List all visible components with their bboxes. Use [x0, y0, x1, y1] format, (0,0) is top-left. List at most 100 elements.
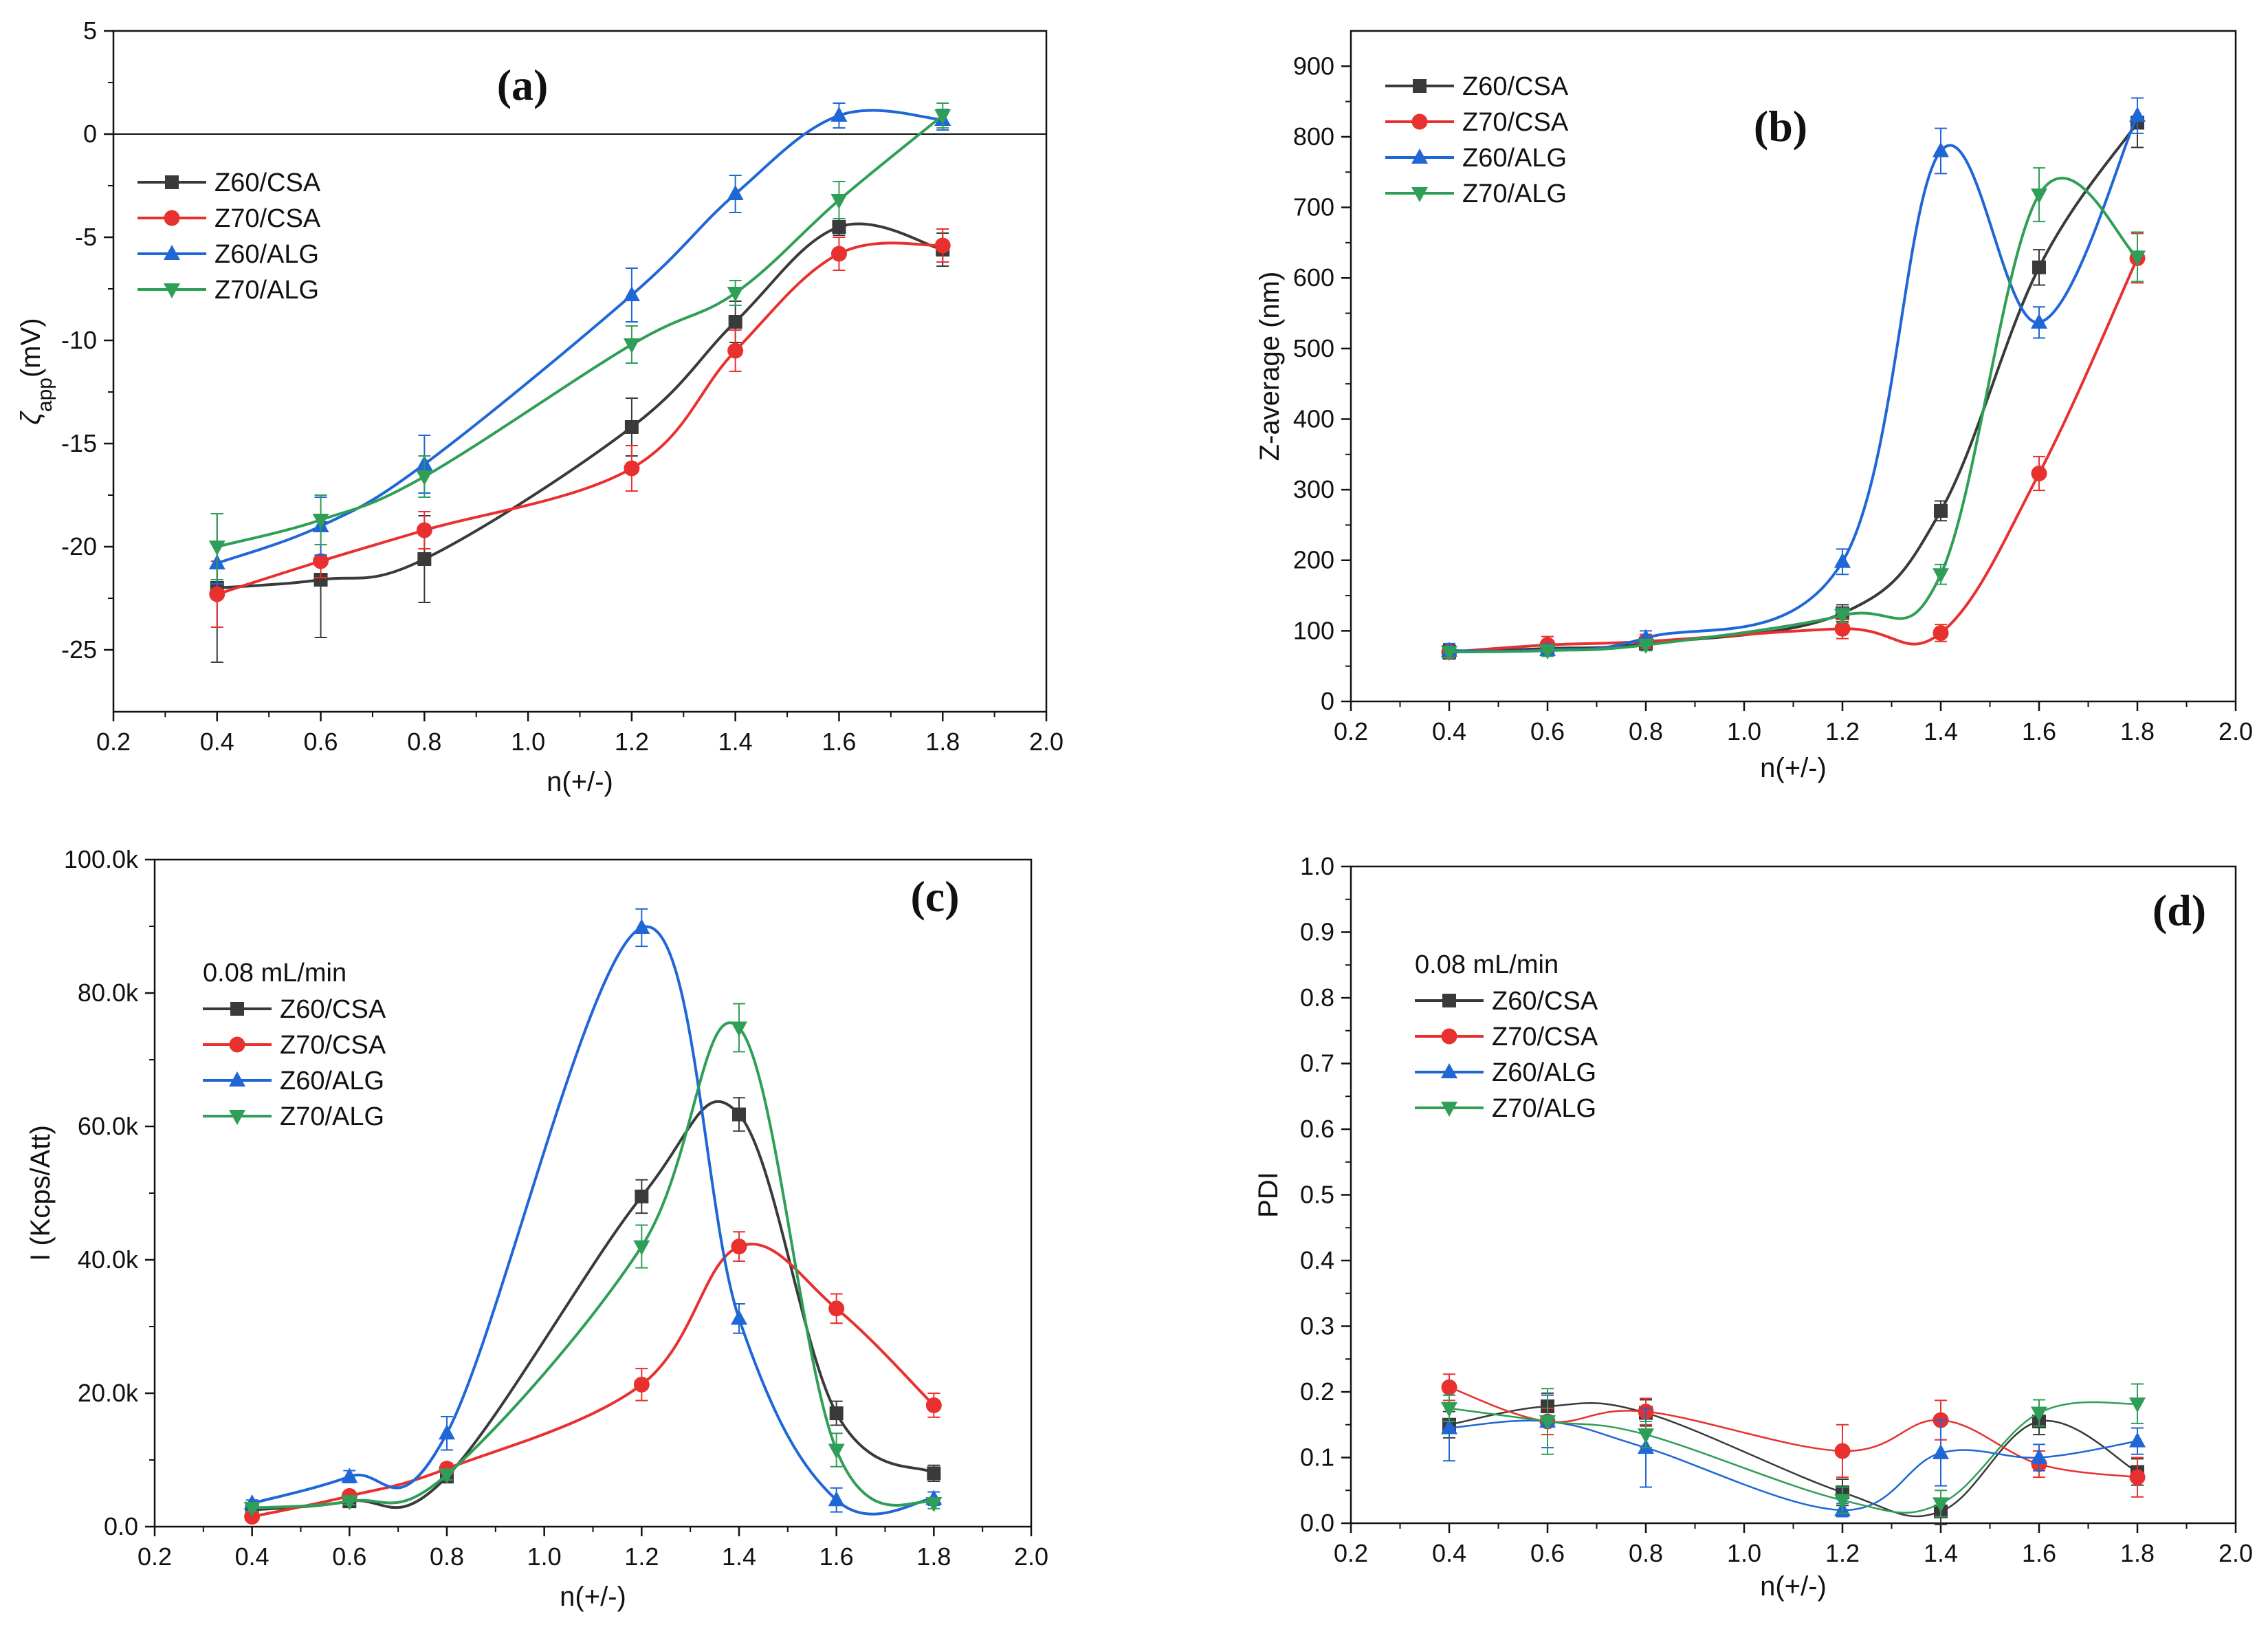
x-tick-label: 1.6: [2022, 717, 2056, 745]
y-tick-label: 0.4: [1300, 1246, 1334, 1274]
data-point: [1933, 624, 1949, 641]
data-point: [439, 1468, 455, 1484]
y-tick-label: -25: [61, 635, 97, 664]
y-tick-label: 0.0: [1300, 1509, 1334, 1537]
data-point: [2129, 107, 2146, 122]
y-axis-label: PDI: [1253, 1172, 1284, 1218]
y-tick-label: -10: [61, 326, 97, 354]
x-tick-label: 1.6: [2022, 1539, 2056, 1567]
y-tick-label: 0.9: [1300, 918, 1334, 946]
legend-marker: [1411, 149, 1428, 164]
legend-label: Z60/CSA: [1462, 72, 1569, 101]
data-point: [1441, 1379, 1457, 1395]
y-tick-label: -20: [61, 532, 97, 560]
x-tick-label: 2.0: [2219, 1539, 2253, 1567]
x-tick-label: 1.4: [1924, 717, 1958, 745]
series-line: [217, 241, 943, 596]
data-point: [1834, 1494, 1851, 1509]
data-point: [2129, 250, 2146, 266]
series-z70-alg: [1441, 1383, 2146, 1518]
data-point: [934, 109, 951, 124]
data-point: [417, 552, 432, 566]
data-point: [828, 1491, 845, 1507]
legend: 0.08 mL/min Z60/CSA Z70/CSA Z60/ALG Z70/ALG: [1415, 950, 1598, 1123]
data-point: [313, 573, 328, 587]
y-tick-label: 0.1: [1300, 1443, 1334, 1472]
data-point: [209, 586, 225, 602]
data-point: [731, 1021, 747, 1037]
legend-marker: [229, 1036, 245, 1053]
x-tick-label: 1.8: [2120, 1539, 2155, 1567]
data-point: [1834, 1443, 1851, 1459]
y-tick-label: 100.0k: [64, 845, 139, 873]
data-point: [1638, 1428, 1654, 1444]
data-point: [2129, 1397, 2146, 1413]
legend-label: Z70/ALG: [1492, 1094, 1596, 1123]
legend-marker: [1411, 113, 1428, 130]
data-point: [1933, 142, 1949, 157]
x-tick-label: 1.0: [527, 1542, 562, 1571]
x-axis-label: n(+/-): [1760, 753, 1827, 783]
x-tick-label: 1.6: [822, 728, 856, 756]
data-point: [732, 1107, 746, 1122]
series-z70-csa: [209, 228, 951, 628]
y-tick-label: 0.5: [1300, 1181, 1334, 1209]
panel-a: 0.2 0.4 0.6 0.8 1.0 1.2 1.4 1.6 1.8 2.0 5 0 -5 -10 -15…: [16, 17, 1064, 797]
plot-frame: [112, 30, 1048, 713]
x-tick-label: 1.8: [2120, 717, 2155, 745]
x-tick-label: 2.0: [2219, 717, 2253, 745]
x-tick-label: 0.2: [1334, 1539, 1368, 1567]
y-tick-label: 60.0k: [78, 1112, 139, 1140]
panel-b: 0.2 0.4 0.6 0.8 1.0 1.2 1.4 1.6 1.8 2.0 0 100 200 300…: [1255, 30, 2253, 783]
y-tick-label: 80.0k: [78, 979, 139, 1007]
x-tick-label: 0.8: [1629, 1539, 1663, 1567]
legend-title: 0.08 mL/min: [1415, 950, 1559, 979]
y-tick-label: 0.7: [1300, 1049, 1334, 1078]
y-axis-label: I (Kcps/Att): [25, 1125, 56, 1261]
data-point: [1934, 503, 1948, 518]
legend-marker: [165, 175, 179, 189]
data-point: [2031, 1448, 2047, 1464]
y-tick-label: 0.3: [1300, 1312, 1334, 1340]
data-point: [830, 194, 848, 209]
data-point: [341, 1468, 358, 1483]
x-tick-label: 1.4: [718, 728, 753, 756]
x-tick-label: 0.4: [1432, 1539, 1466, 1567]
data-point: [439, 1424, 455, 1440]
data-point: [727, 342, 744, 359]
data-point: [208, 541, 225, 556]
series-z70-alg: [208, 102, 951, 580]
data-point: [2031, 466, 2047, 481]
x-tick-label: 0.8: [407, 728, 441, 756]
x-tick-label: 0.2: [137, 1542, 172, 1571]
data-point: [1441, 1401, 1457, 1417]
series-line: [252, 1100, 935, 1512]
x-tick-label: 0.6: [304, 728, 338, 756]
legend: Z60/CSA Z70/CSA Z60/ALG Z70/ALG: [1385, 72, 1569, 208]
y-axis-label: Z-average (nm): [1255, 272, 1285, 461]
panel-label: (a): [497, 61, 549, 109]
y-tick-label: 0.6: [1300, 1115, 1334, 1143]
legend-marker: [230, 1002, 244, 1016]
panel-d: 0.2 0.4 0.6 0.8 1.0 1.2 1.4 1.6 1.8 2.0 0.0 0.1 0.2 0…: [1253, 852, 2253, 1602]
y-tick-label: 800: [1293, 122, 1334, 151]
data-point: [1539, 644, 1556, 660]
legend-label: Z70/CSA: [280, 1031, 386, 1060]
data-point: [2031, 313, 2047, 329]
legend-title: 0.08 mL/min: [203, 959, 346, 988]
data-point: [416, 470, 433, 486]
x-tick-label: 1.8: [925, 728, 960, 756]
y-tick-label: 400: [1293, 404, 1334, 433]
x-axis-label: n(+/-): [1760, 1571, 1827, 1602]
panel-label: (d): [2153, 886, 2206, 935]
legend-label: Z60/CSA: [1492, 987, 1598, 1016]
legend-marker: [1441, 1063, 1457, 1078]
series-line: [1449, 257, 2139, 654]
legend-marker: [1442, 994, 1456, 1007]
data-point: [925, 1397, 942, 1413]
data-point: [1933, 1497, 1949, 1513]
x-axis-label: n(+/-): [547, 767, 613, 797]
x-tick-label: 1.0: [1727, 1539, 1761, 1567]
data-point: [341, 1495, 358, 1511]
